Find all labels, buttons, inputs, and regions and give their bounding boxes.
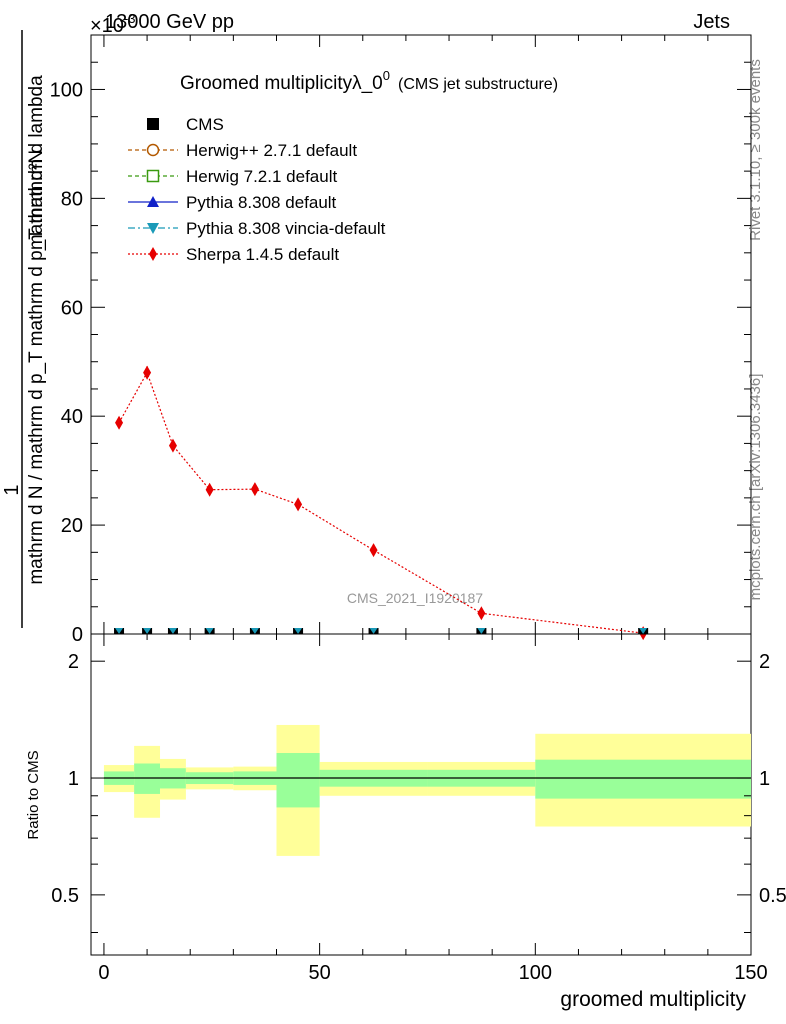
header-left: 13000 GeV pp [105, 11, 234, 33]
legend-entry: Herwig 7.2.1 default [128, 167, 337, 186]
pythia-vincia-point [205, 628, 214, 634]
legend-label: Herwig++ 2.7.1 default [186, 141, 357, 160]
pythia-vincia-point [294, 628, 303, 634]
legend-entry: Herwig++ 2.7.1 default [128, 141, 357, 160]
y-tick-label: 80 [61, 188, 83, 210]
legend-label: CMS [186, 115, 224, 134]
sherpa-point [369, 543, 378, 558]
legend-label: Pythia 8.308 default [186, 193, 337, 212]
sherpa-point [143, 365, 152, 380]
sherpa-point [294, 497, 303, 512]
legend-entry: Pythia 8.308 default [128, 193, 337, 212]
ratio-y-tick-label-right: 2 [759, 651, 770, 673]
pythia-vincia-point [369, 628, 378, 634]
legend-marker-triangle-up [147, 196, 159, 207]
y-label-top: 1 [1, 484, 23, 495]
ratio-y-tick-label-right: 1 [759, 768, 770, 790]
ratio-y-tick-label: 0.5 [51, 885, 79, 907]
legend-label: Herwig 7.2.1 default [186, 167, 337, 186]
y-tick-label: 100 [50, 79, 83, 101]
main-data [114, 365, 649, 641]
side-text-mcplots: mcplots.cern.ch [arXiv:1306.3436] [747, 374, 764, 601]
y-tick-label: 20 [61, 515, 83, 537]
legend-entry: CMS [147, 115, 224, 134]
ratio-y-label: Ratio to CMS [25, 750, 42, 839]
pythia-vincia-point [168, 628, 177, 634]
ratio-band-green [535, 759, 751, 799]
pythia-vincia-point [639, 628, 648, 634]
legend-entry: Pythia 8.308 vincia-default [128, 219, 386, 238]
sherpa-point [205, 482, 214, 497]
ratio-band-green [134, 763, 161, 794]
y-multiplier: ×10-3 [90, 11, 136, 37]
legend: CMS Herwig++ 2.7.1 default Herwig 7.2.1 de… [128, 115, 386, 264]
pythia-vincia-point [143, 628, 152, 634]
x-tick-label: 100 [519, 962, 552, 984]
plot-title: Groomed multiplicityλ_00(CMS jet substru… [180, 68, 558, 94]
pythia-vincia-point [477, 628, 486, 634]
y-tick-label-zero: 0 [72, 624, 83, 646]
legend-label: Sherpa 1.4.5 default [186, 245, 339, 264]
sherpa-point [250, 482, 259, 497]
ratio-y-tick-label: 2 [68, 651, 79, 673]
ratio-axes: 0 50 100 150 0.5 0.5 1 1 2 2 [51, 634, 786, 984]
main-axes: 20 40 60 80 100 0 [50, 34, 752, 646]
ratio-y-tick-label-right: 0.5 [759, 885, 786, 907]
pythia-vincia-point [115, 628, 124, 634]
y-label-numerator: mathrm d²N [26, 150, 47, 250]
x-tick-label: 50 [309, 962, 331, 984]
x-tick-label: 150 [734, 962, 767, 984]
legend-marker-triangle-down [147, 223, 159, 234]
side-text-rivet: Rivet 3.1.10, ≥ 300k events [747, 59, 764, 241]
sherpa-point [477, 606, 486, 621]
y-tick-label: 40 [61, 406, 83, 428]
y-axis-label: 1 mathrm d²N mathrm d N / mathrm d p_T m… [1, 75, 47, 585]
y-tick-label: 60 [61, 297, 83, 319]
pythia-vincia-point [250, 628, 259, 634]
legend-entry: Sherpa 1.4.5 default [128, 245, 339, 264]
x-tick-label: 0 [98, 962, 109, 984]
legend-marker-open-square [146, 169, 160, 183]
sherpa-point [115, 415, 124, 430]
ratio-y-tick-label: 1 [68, 768, 79, 790]
legend-label: Pythia 8.308 vincia-default [186, 219, 386, 238]
ratio-band-green [276, 753, 320, 808]
legend-marker-square [147, 118, 159, 130]
legend-marker-circle [146, 143, 160, 157]
sherpa-point [168, 438, 177, 453]
header-right: Jets [693, 11, 730, 33]
y-label-denominator: mathrm d N / mathrm d p_T mathrm d p_T m… [26, 75, 47, 585]
legend-marker-diamond [149, 247, 157, 261]
ratio-bands [103, 724, 751, 856]
watermark: CMS_2021_I1920187 [347, 590, 483, 606]
x-axis-label: groomed multiplicity [560, 988, 746, 1011]
